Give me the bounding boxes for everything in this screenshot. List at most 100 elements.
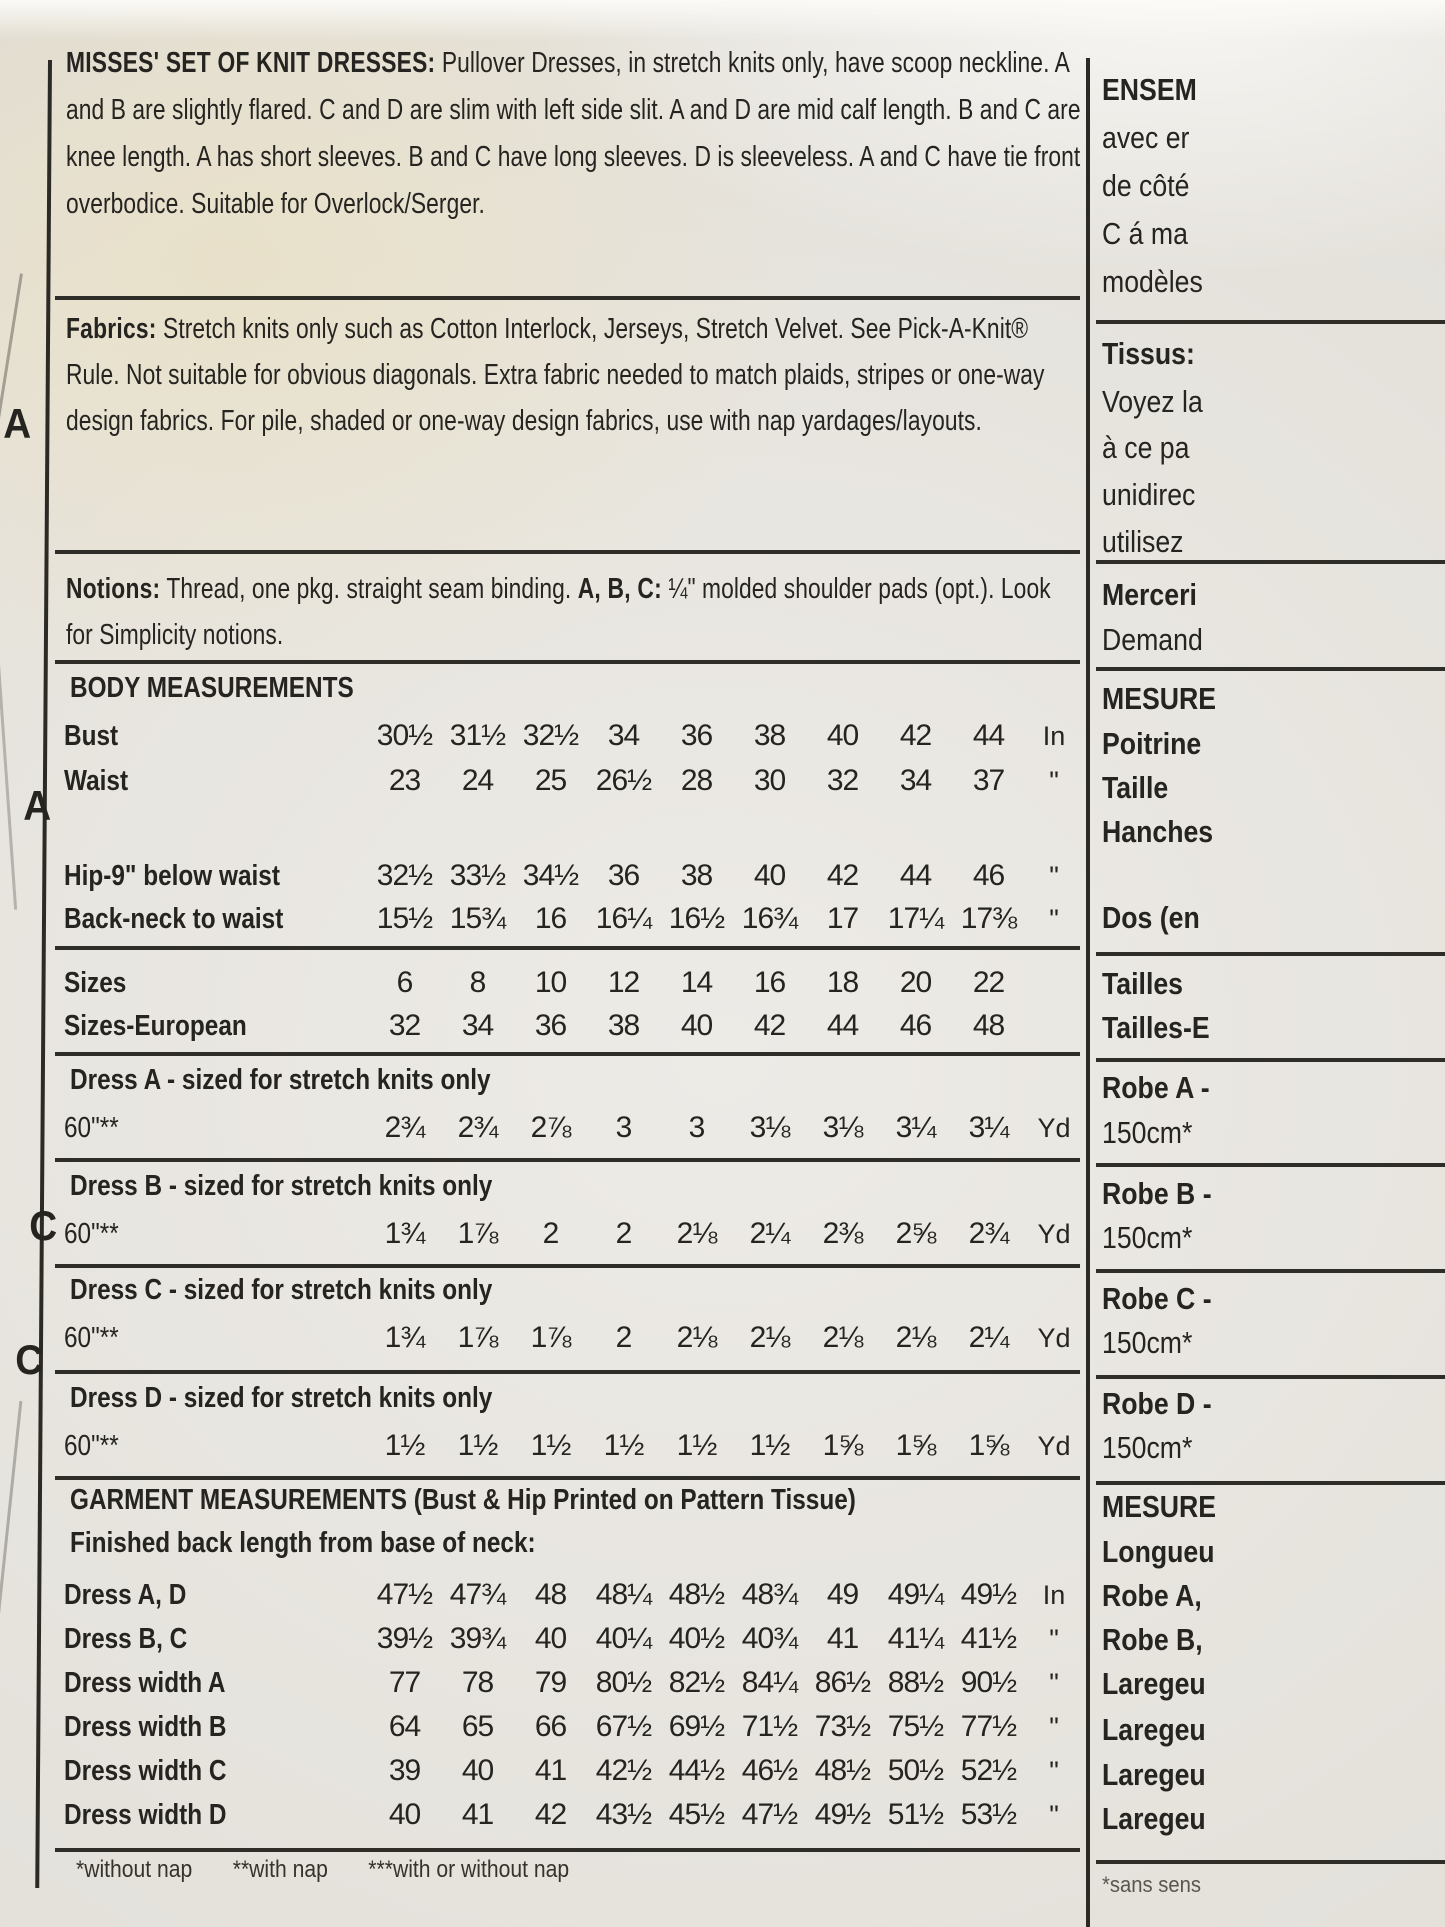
measurement-value: 66	[534, 1710, 567, 1743]
measurement-unit: "	[1049, 765, 1059, 796]
measurement-value: 71½	[741, 1710, 798, 1743]
left-border-line	[35, 60, 52, 1888]
french-label: 150cm*	[1102, 1115, 1193, 1150]
measurement-value: 40¼	[595, 1622, 652, 1655]
french-label: Robe C -	[1102, 1281, 1212, 1316]
french-label: Tailles	[1102, 966, 1184, 1001]
measurement-unit: "	[1049, 1667, 1059, 1698]
measurement-value: 48	[972, 1009, 1005, 1042]
measurement-value: 16	[534, 902, 567, 935]
measurement-row: Hip-9" below waist 32½ 33½ 34½ 36 38 40 42 44 46 "	[64, 855, 1090, 897]
measurement-value: 77½	[960, 1710, 1017, 1743]
french-label: Poitrine	[1102, 726, 1202, 761]
measurement-row-label: Dress width A	[64, 1666, 226, 1699]
notions-body-2: ¼" molded shoulder pads (opt.). Look for…	[66, 573, 1051, 651]
measurement-value: 77	[388, 1666, 421, 1699]
measurement-value: 8	[469, 966, 487, 999]
measurement-value: 42	[826, 859, 859, 892]
french-label: avec er	[1102, 120, 1190, 155]
measurement-row: Waist 23 24 25 26½ 28 30 32 34 37 "	[64, 760, 1090, 802]
measurement-row: Sizes-European 32 34 36 38 40 42 44 46 48	[64, 1005, 1090, 1047]
measurement-value: 37	[972, 764, 1005, 797]
measurement-value: 44	[972, 719, 1005, 752]
horizontal-rule	[55, 1264, 1080, 1268]
measurement-value: 1½	[457, 1429, 499, 1462]
measurement-value: 88½	[887, 1666, 944, 1699]
measurement-value: 10	[534, 966, 567, 999]
measurement-value: 33½	[449, 859, 506, 892]
measurement-row-label: Back-neck to waist	[64, 902, 284, 935]
horizontal-rule-french	[1096, 1860, 1445, 1864]
measurement-row: Dress width D 40 41 42 43½ 45½ 47½ 49½ 51½ 53½ "	[64, 1794, 1090, 1836]
fabrics-body: Stretch knits only such as Cotton Interl…	[66, 313, 1045, 437]
measurement-value: 39¾	[449, 1622, 506, 1655]
measurement-value: 50½	[887, 1754, 944, 1787]
measurement-value: 49¼	[887, 1578, 944, 1611]
measurement-value: 36	[534, 1009, 567, 1042]
measurement-row: Dress width C 39 40 41 42½ 44½ 46½ 48½ 50½ 52½ "	[64, 1750, 1090, 1792]
french-label: Laregeu	[1102, 1666, 1206, 1701]
measurement-value: 1¾	[384, 1321, 426, 1354]
measurement-value: 79	[534, 1666, 567, 1699]
measurement-unit: "	[1049, 1623, 1059, 1654]
measurement-value: 38	[607, 1009, 640, 1042]
measurement-value: 40	[534, 1622, 567, 1655]
measurement-value: 1½	[384, 1429, 426, 1462]
measurement-value: 90½	[960, 1666, 1017, 1699]
measurement-value: 40	[388, 1798, 421, 1831]
measurement-row-label: Dress A, D	[64, 1578, 187, 1611]
french-label: Demand	[1102, 622, 1203, 657]
french-label: C á ma	[1102, 216, 1188, 251]
section-heading: Dress A - sized for stretch knits only	[70, 1064, 491, 1096]
measurement-value: 40	[826, 719, 859, 752]
measurement-value: 32½	[522, 719, 579, 752]
horizontal-rule	[55, 1848, 1080, 1852]
measurement-row: Dress width B 64 65 66 67½ 69½ 71½ 73½ 75½ 77½ "	[64, 1706, 1090, 1748]
measurement-value: 46	[899, 1009, 932, 1042]
measurement-value: 28	[680, 764, 713, 797]
measurement-row: Back-neck to waist 15½ 15¾ 16 16¼ 16½ 16¾ 17 17¼…	[64, 898, 1090, 940]
measurement-value: 75½	[887, 1710, 944, 1743]
french-label: Longueu	[1102, 1534, 1215, 1569]
measurement-value: 2¾	[384, 1111, 426, 1144]
measurement-value: 40½	[668, 1622, 725, 1655]
measurement-unit: "	[1049, 1711, 1059, 1742]
measurement-value: 16	[753, 966, 786, 999]
notions-lead: Notions:	[66, 573, 161, 605]
horizontal-rule-french	[1096, 667, 1445, 671]
measurement-value: 12	[607, 966, 640, 999]
horizontal-rule	[55, 1370, 1080, 1374]
measurement-value: 16¼	[595, 902, 652, 935]
horizontal-rule	[55, 946, 1080, 950]
french-label: Merceri	[1102, 577, 1197, 612]
measurement-value: 2⅛	[822, 1321, 864, 1354]
measurement-value: 18	[826, 966, 859, 999]
measurement-value: 42	[534, 1798, 567, 1831]
measurement-value: 48¾	[741, 1578, 798, 1611]
measurement-value: 30	[753, 764, 786, 797]
measurement-value: 34	[461, 1009, 494, 1042]
french-label: Robe D -	[1102, 1386, 1212, 1421]
measurement-row: Dress width A 77 78 79 80½ 82½ 84¼ 86½ 88½ 90½ "	[64, 1662, 1090, 1704]
measurement-value: 2⅛	[676, 1217, 718, 1250]
measurement-value: 1⅝	[822, 1429, 864, 1462]
measurement-value: 49½	[814, 1798, 871, 1831]
measurement-row: Dress A, D 47½ 47¾ 48 48¼ 48½ 48¾ 49 49¼ 49½ In	[64, 1574, 1090, 1616]
french-label: Dos (en	[1102, 900, 1200, 935]
measurement-value: 67½	[595, 1710, 652, 1743]
measurement-value: 2⅜	[822, 1217, 864, 1250]
measurement-value: 15¾	[449, 902, 506, 935]
measurement-value: 1⅞	[457, 1217, 499, 1250]
measurement-value: 73½	[814, 1710, 871, 1743]
measurement-value: 2¾	[457, 1111, 499, 1144]
french-label: 150cm*	[1102, 1220, 1193, 1255]
measurement-value: 80½	[595, 1666, 652, 1699]
garment-sketch-line	[0, 1400, 23, 1790]
measurement-row: 60"** 1¾ 1⅞ 1⅞ 2 2⅛ 2⅛ 2⅛ 2⅛ 2¼ Yd	[64, 1317, 1090, 1359]
french-label: à ce pa	[1102, 430, 1190, 465]
measurement-value: 1⅝	[968, 1429, 1010, 1462]
section-heading: Dress C - sized for stretch knits only	[70, 1274, 493, 1306]
measurement-unit: Yd	[1037, 1218, 1071, 1249]
measurement-value: 22	[972, 966, 1005, 999]
measurement-value: 30½	[376, 719, 433, 752]
